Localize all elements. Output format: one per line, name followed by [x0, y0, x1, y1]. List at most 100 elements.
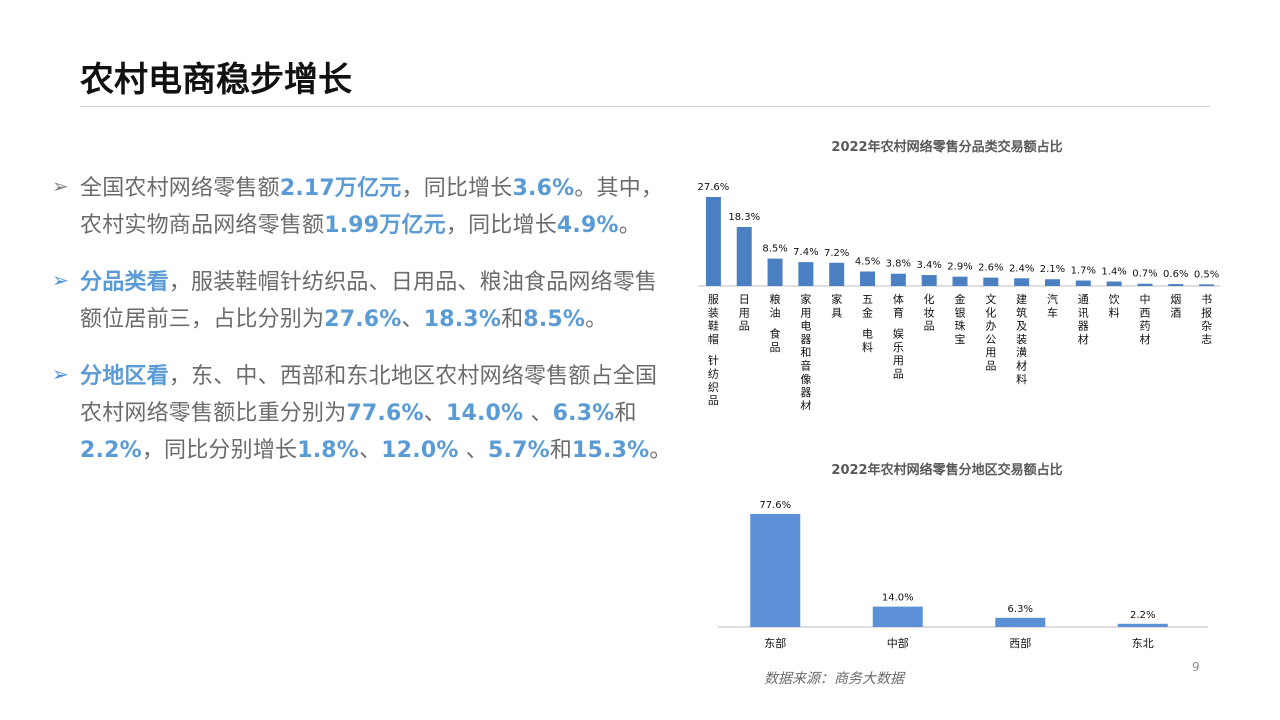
category-label: 日用品 — [739, 293, 750, 333]
data-label: 6.3% — [1008, 604, 1033, 615]
highlight-figure: 3.6% — [512, 176, 575, 201]
text-segment: 。 — [649, 438, 672, 463]
category-label: 粮油 食品 — [770, 292, 781, 354]
bar — [1044, 279, 1060, 286]
text-segment: ，服装鞋帽针纺织品、日用品、粮油食品网络零售额位居前三，占比分别为 — [80, 270, 658, 332]
category-share-chart: 2022年农村网络零售分品类交易额占比 27.6% 服装鞋帽 针纺织品 18.3% 日… — [690, 130, 1222, 412]
text-segment: 、 — [423, 401, 446, 426]
highlight-figure: 分地区看 — [80, 364, 169, 389]
highlight-figure: 18.3% — [423, 307, 502, 332]
bar — [1117, 623, 1168, 627]
category-label: 家具 — [831, 292, 842, 319]
category-share-chart-svg: 2022年农村网络零售分品类交易额占比 27.6% 服装鞋帽 针纺织品 18.3% 日… — [698, 139, 1222, 412]
data-label: 2.1% — [1040, 264, 1065, 275]
category-label: 书报杂志 — [1201, 293, 1212, 346]
category-label: 东北 — [1132, 637, 1154, 650]
bar — [750, 514, 801, 627]
data-label: 7.4% — [793, 247, 818, 258]
highlight-figure: 15.3% — [572, 438, 650, 463]
region-share-chart-svg: 2022年农村网络零售分地区交易额占比 77.6% 东部 14.0% 中部 6.3% 西部… — [718, 462, 1208, 650]
chart-title: 2022年农村网络零售分品类交易额占比 — [831, 139, 1062, 155]
category-label: 体育 娱乐用品 — [893, 292, 904, 381]
bullet-arrow-icon: ➢ — [52, 268, 69, 292]
highlight-figure: 8.5% — [523, 307, 586, 332]
bar — [705, 197, 721, 286]
bar — [860, 271, 876, 286]
category-label: 建筑及装潢材料 — [1016, 292, 1027, 386]
bar — [1014, 278, 1030, 286]
text-segment: ，东、中、西部和东北地区农村网络零售额占全国农村网络零售额比重分别为 — [80, 364, 658, 426]
text-segment: 、 — [401, 307, 424, 332]
category-label: 中西药材 — [1139, 293, 1150, 346]
bullet-arrow-icon: ➢ — [52, 362, 69, 386]
data-label: 14.0% — [882, 593, 914, 604]
bar — [798, 262, 814, 286]
bar — [921, 275, 937, 286]
data-label: 0.6% — [1163, 269, 1188, 280]
data-source-note: 数据来源：商务大数据 — [764, 671, 904, 687]
category-label: 文化办公用品 — [985, 292, 996, 373]
bar — [983, 277, 999, 286]
text-segment: 和 — [501, 307, 524, 332]
highlight-figure: 1.8% — [297, 438, 360, 463]
text-segment: 。 — [585, 307, 608, 332]
bar — [1075, 280, 1091, 286]
bullet-item: ➢ 全国农村网络零售额2.17万亿元，同比增长3.6%。其中，农村实物商品网络零售… — [52, 170, 672, 244]
data-label: 2.6% — [978, 263, 1003, 274]
category-label: 烟酒 — [1170, 292, 1181, 319]
data-label: 2.2% — [1130, 610, 1155, 621]
bullet-item: ➢ 分地区看，东、中、西部和东北地区农村网络零售额占全国农村网络零售额比重分别为7… — [52, 358, 672, 469]
page-title: 农村电商稳步增长 — [80, 60, 352, 100]
highlight-figure: 27.6% — [324, 307, 402, 332]
category-label: 西部 — [1009, 636, 1031, 650]
category-label: 汽车 — [1047, 292, 1058, 319]
bullet-text: 分地区看，东、中、西部和东北地区农村网络零售额占全国农村网络零售额比重分别为77… — [80, 358, 672, 469]
bullet-item: ➢ 分品类看，服装鞋帽针纺织品、日用品、粮油食品网络零售额位居前三，占比分别为27… — [52, 264, 672, 338]
bar — [767, 258, 783, 286]
highlight-figure: 14.0% — [445, 401, 524, 426]
text-segment: 、 — [359, 438, 382, 463]
highlight-figure: 77.6% — [346, 401, 424, 426]
data-label: 3.8% — [886, 259, 911, 270]
data-label: 2.4% — [1009, 263, 1034, 274]
bullet-list: ➢ 全国农村网络零售额2.17万亿元，同比增长3.6%。其中，农村实物商品网络零售… — [52, 170, 672, 489]
highlight-figure: 12.0% — [381, 438, 459, 463]
highlight-figure: 5.7% — [488, 438, 550, 463]
category-label: 金银珠宝 — [955, 292, 966, 346]
data-label: 27.6% — [698, 182, 730, 193]
data-label: 3.4% — [916, 260, 941, 271]
bar — [1168, 284, 1184, 286]
highlight-figure: 6.3% — [552, 401, 615, 426]
bar — [736, 226, 752, 286]
category-label: 五金 电料 — [862, 293, 873, 354]
bar — [1137, 283, 1153, 286]
highlight-figure: 4.9% — [556, 213, 619, 238]
category-label: 服装鞋帽 针纺织品 — [708, 293, 719, 407]
text-segment: ，同比增长 — [401, 176, 513, 201]
text-segment: 。 — [618, 213, 641, 238]
data-label: 7.2% — [824, 248, 849, 259]
bar — [1106, 281, 1122, 286]
bar — [1199, 284, 1215, 286]
text-segment: 、 — [458, 438, 488, 463]
region-share-chart: 2022年农村网络零售分地区交易额占比 77.6% 东部 14.0% 中部 6.3% 西部… — [690, 452, 1220, 662]
bar — [890, 273, 906, 286]
page-number: 9 — [1192, 660, 1200, 674]
highlight-figure: 分品类看 — [80, 270, 169, 295]
highlight-figure: 1.99万亿元 — [324, 213, 446, 238]
bullet-text: 分品类看，服装鞋帽针纺织品、日用品、粮油食品网络零售额位居前三，占比分别为27.… — [80, 264, 672, 338]
text-segment: 。其中，农村实物商品网络零售额 — [80, 176, 664, 238]
data-label: 18.3% — [728, 212, 760, 223]
category-label: 通讯器材 — [1078, 293, 1089, 346]
data-label: 0.7% — [1132, 269, 1157, 280]
text-segment: ，同比增长 — [445, 213, 557, 238]
category-label: 中部 — [887, 636, 909, 650]
bullet-arrow-icon: ➢ — [52, 174, 69, 198]
text-segment: 、 — [523, 401, 553, 426]
bar — [829, 262, 845, 286]
highlight-figure: 2.17万亿元 — [279, 176, 402, 201]
text-segment: 和 — [614, 401, 637, 426]
bullet-text: 全国农村网络零售额2.17万亿元，同比增长3.6%。其中，农村实物商品网络零售额… — [80, 170, 672, 244]
bar — [872, 606, 923, 627]
data-label: 1.7% — [1071, 266, 1096, 277]
